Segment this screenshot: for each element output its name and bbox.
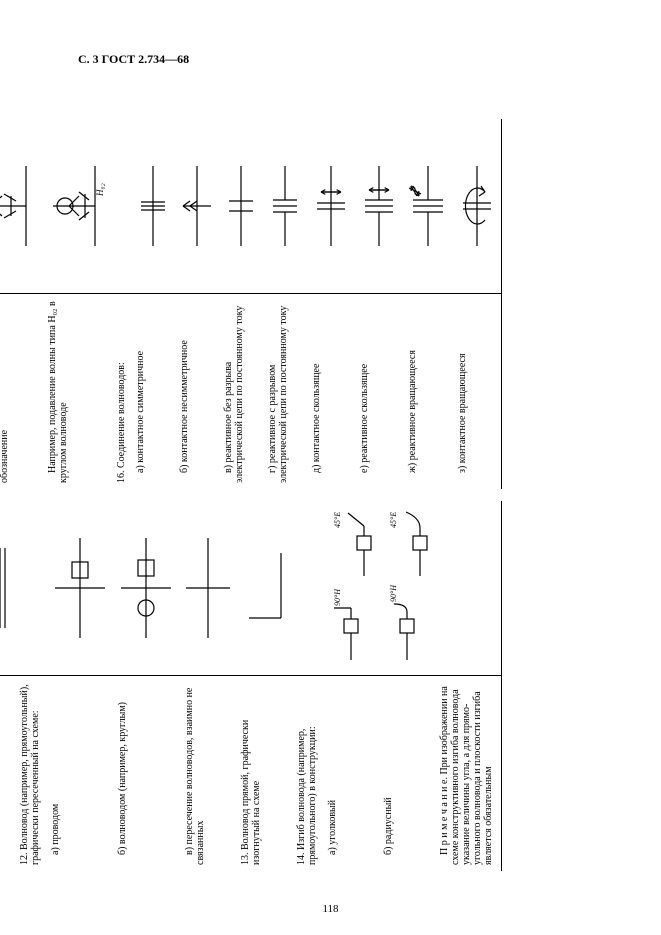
row-symbol: [453, 119, 502, 294]
row-symbol: [131, 119, 175, 294]
row-name: а) контактное симметрич­ное: [131, 294, 175, 489]
row-name: 11а. Волновод поверхност­ный: [0, 676, 15, 871]
row-name: д) контактное скользящее: [307, 294, 355, 489]
left-body: 11а. Волновод поверхност­ный12. Волновод…: [0, 501, 502, 871]
svg-text:45°E: 45°E: [333, 512, 342, 528]
page-number: 118: [0, 903, 661, 915]
table-row: Например, подавление волны типа H₀₂ в кр…: [43, 119, 112, 489]
table-row: б) волноводом (например, круглым): [113, 501, 180, 871]
table-row: 11а. Волновод поверхност­ный: [0, 501, 15, 871]
row-name: 15. Подавление типа волны. Общее обознач…: [0, 294, 43, 489]
row-symbol: [307, 119, 355, 294]
table-row: 15. Подавление типа волны. Общее обознач…: [0, 119, 43, 489]
table-row: з) контактное вращающееся: [453, 119, 502, 489]
table-row: г) реактивное с разрывом электрической ц…: [263, 119, 307, 489]
table-row: а) проводом: [46, 501, 113, 871]
row-name: б) радиусный: [379, 676, 435, 871]
row-symbol: 90°H 45°E: [379, 501, 435, 676]
row-symbol: [292, 501, 323, 676]
table-row: П р и м е ч а н и е. При изображении на …: [435, 501, 501, 871]
row-symbol: [236, 501, 292, 676]
row-name: а) проводом: [46, 676, 113, 871]
row-symbol: [0, 119, 43, 294]
row-name: з) контактное вращающееся: [453, 294, 502, 489]
svg-text:90°H: 90°H: [389, 584, 398, 602]
row-name: е) реактивное скользящее: [355, 294, 403, 489]
table-row: 12. Волновод (например, пря­моугольный),…: [15, 501, 46, 871]
row-name: в) пересечение волноводов, взаимно не св…: [180, 676, 236, 871]
row-symbol: [0, 501, 15, 676]
row-name: 13. Волновод прямой, графи­чески изогнут…: [236, 676, 292, 871]
table-row: е) реактивное скользящее: [355, 119, 403, 489]
tables-rotated-wrap: Продолжение табл. 1 Наименование Обознач…: [0, 91, 502, 871]
row-name: 16. Соединение волноводов:: [112, 294, 131, 489]
right-body: 15. Подавление типа волны. Общее обознач…: [0, 119, 502, 489]
row-symbol: [355, 119, 403, 294]
table-row: 16. Соединение волноводов:: [112, 119, 131, 489]
table-row: д) контактное скользящее: [307, 119, 355, 489]
row-symbol: [46, 501, 113, 676]
table-row: 14. Изгиб волновода (напри­мер, прямоуго…: [292, 501, 323, 871]
table-row: а) уголковый 90°H 45°E: [323, 501, 379, 871]
row-name: 14. Изгиб волновода (напри­мер, прямоуго…: [292, 676, 323, 871]
row-symbol: [263, 119, 307, 294]
row-symbol: [403, 119, 453, 294]
table-row: а) контактное симметрич­ное: [131, 119, 175, 489]
row-symbol: [15, 501, 46, 676]
row-symbol: [113, 501, 180, 676]
row-symbol: [219, 119, 263, 294]
table-row: б) радиусный 90°H 45°E: [379, 501, 435, 871]
row-symbol: [175, 119, 219, 294]
row-name: б) контактное несиммет­ричное: [175, 294, 219, 489]
table-row: б) контактное несиммет­ричное: [175, 119, 219, 489]
row-name: 12. Волновод (например, пря­моугольный),…: [15, 676, 46, 871]
row-symbol: 90°H 45°E: [323, 501, 379, 676]
row-name: г) реактивное с разрывом электрической ц…: [263, 294, 307, 489]
table-row: 13. Волновод прямой, графи­чески изогнут…: [236, 501, 292, 871]
row-symbol: [112, 119, 131, 294]
page-header: С. 3 ГОСТ 2.734—68: [78, 52, 601, 67]
row-name: а) уголковый: [323, 676, 379, 871]
svg-text:90°H: 90°H: [333, 588, 342, 606]
svg-text:H₀₂: H₀₂: [95, 183, 105, 197]
row-symbol: [180, 501, 236, 676]
table-row: в) реактивное без разрыва электрической …: [219, 119, 263, 489]
right-table: Окончание табл. 1 Наименование Обозначен…: [0, 119, 502, 489]
row-name: П р и м е ч а н и е. При изображении на …: [435, 676, 501, 871]
table-row: ж) реактивное вращающееся: [403, 119, 453, 489]
row-name: ж) реактивное вращающееся: [403, 294, 453, 489]
left-table: Продолжение табл. 1 Наименование Обознач…: [0, 501, 502, 871]
row-name: Например, подавление волны типа H₀₂ в кр…: [43, 294, 112, 489]
row-symbol: H₀₂: [43, 119, 112, 294]
svg-text:45°E: 45°E: [389, 512, 398, 528]
row-name: в) реактивное без разрыва электрической …: [219, 294, 263, 489]
row-symbol: [435, 501, 501, 676]
row-name: б) волноводом (например, круглым): [113, 676, 180, 871]
table-row: в) пересечение волноводов, взаимно не св…: [180, 501, 236, 871]
